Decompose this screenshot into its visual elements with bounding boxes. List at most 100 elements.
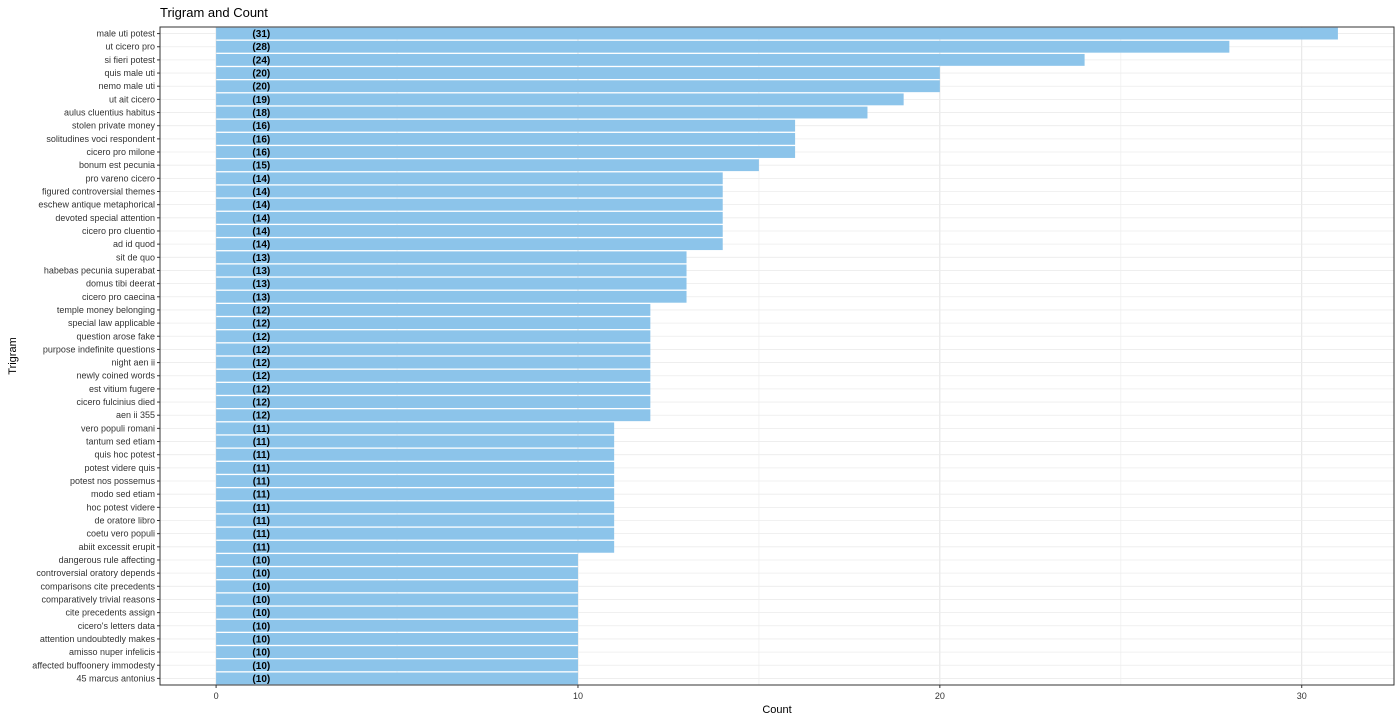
data-label: (11) [253, 490, 270, 501]
plot-panel-border [159, 26, 1395, 686]
bar [216, 514, 615, 527]
bar [216, 211, 723, 224]
category-label: devoted special attention [55, 213, 155, 223]
data-label: (14) [252, 174, 270, 185]
data-label: (11) [253, 450, 270, 461]
category-label: hoc potest videre [86, 502, 155, 512]
bar [216, 317, 651, 330]
category-label: cicero's letters data [78, 621, 155, 631]
category-label: figured controversial themes [42, 187, 156, 197]
bar [216, 409, 651, 422]
data-label: (12) [252, 358, 270, 369]
category-label: modo sed etiam [91, 489, 155, 499]
category-label: coetu vero populi [86, 529, 155, 539]
category-label: male uti potest [96, 29, 155, 39]
bar [216, 106, 868, 119]
data-label: (31) [252, 29, 270, 40]
data-label: (12) [252, 384, 270, 395]
category-label: potest videre quis [84, 463, 155, 473]
data-label: (24) [252, 55, 270, 66]
bar [216, 527, 615, 540]
x-tick-label: 30 [1297, 691, 1307, 701]
data-label: (11) [253, 437, 270, 448]
category-label: special law applicable [68, 318, 155, 328]
bar [216, 369, 651, 382]
data-label: (13) [252, 253, 270, 264]
chart-title: Trigram and Count [160, 5, 268, 20]
category-label: sit de quo [116, 252, 155, 262]
data-label: (20) [252, 69, 270, 80]
category-label: dangerous rule affecting [59, 555, 155, 565]
data-label: (13) [252, 279, 270, 290]
data-label: (10) [252, 674, 270, 685]
category-label: potest nos possemus [70, 476, 156, 486]
data-label: (14) [252, 240, 270, 251]
bars [216, 27, 1338, 685]
data-label: (16) [252, 148, 270, 159]
category-label: domus tibi deerat [86, 279, 156, 289]
data-label: (10) [252, 634, 270, 645]
data-label: (14) [252, 200, 270, 211]
category-label: de oratore libro [94, 516, 155, 526]
bar [216, 501, 615, 514]
data-label: (11) [253, 477, 270, 488]
bar [216, 619, 578, 632]
category-label: ut cicero pro [105, 42, 155, 52]
category-label: attention undoubtedly makes [40, 634, 156, 644]
bar [216, 659, 578, 672]
bar [216, 540, 615, 553]
category-label: newly coined words [76, 371, 155, 381]
category-label: bonum est pecunia [79, 160, 155, 170]
data-label: (10) [252, 569, 270, 580]
category-label: stolen private money [72, 121, 156, 131]
bar [216, 53, 1085, 66]
category-label: solitudines voci respondent [46, 134, 155, 144]
data-label: (10) [252, 582, 270, 593]
bar [216, 238, 723, 251]
data-label: (15) [252, 161, 270, 172]
bar [216, 488, 615, 501]
bar [216, 567, 578, 580]
data-label: (10) [252, 608, 270, 619]
bar [216, 93, 904, 106]
data-label: (16) [252, 134, 270, 145]
data-label: (12) [252, 398, 270, 409]
category-label: controversial oratory depends [36, 568, 155, 578]
category-label: affected buffoonery immodesty [32, 660, 155, 670]
y-axis-title: Trigram [7, 337, 19, 374]
bar [216, 40, 1230, 53]
category-label: vero populi romani [81, 423, 155, 433]
category-label: aulus cluentius habitus [64, 108, 156, 118]
bar [216, 382, 651, 395]
category-label: 45 marcus antonius [76, 673, 155, 683]
bar [216, 80, 940, 93]
x-tick-label: 20 [935, 691, 945, 701]
category-label: aen ii 355 [116, 410, 155, 420]
bar [216, 251, 687, 264]
category-label: abiit excessit erupit [78, 542, 155, 552]
bar [216, 304, 651, 316]
category-label: quis male uti [104, 68, 155, 78]
bar [216, 422, 615, 435]
data-label: (16) [252, 121, 270, 132]
category-label: amisso nuper infelicis [69, 647, 156, 657]
bar [216, 633, 578, 645]
data-label: (11) [253, 463, 270, 474]
data-label: (13) [252, 266, 270, 277]
category-label: est vitium fugere [89, 384, 155, 394]
category-label: cicero pro cluentio [82, 226, 155, 236]
data-label: (11) [253, 542, 270, 553]
category-label: si fieri potest [104, 55, 155, 65]
data-label: (10) [252, 661, 270, 672]
category-label: night aen ii [111, 358, 155, 368]
bar [216, 343, 651, 356]
bar [216, 356, 651, 369]
category-label: ut ait cicero [109, 94, 155, 104]
bar [216, 27, 1338, 40]
data-label: (11) [253, 516, 270, 527]
data-label: (10) [252, 555, 270, 566]
data-label: (11) [253, 424, 270, 435]
data-label: (14) [252, 226, 270, 237]
data-labels: (31) (28) (24) (20) (20) (19) (18) (16) (16) (16)… [252, 29, 270, 685]
category-label: cicero pro caecina [82, 292, 155, 302]
